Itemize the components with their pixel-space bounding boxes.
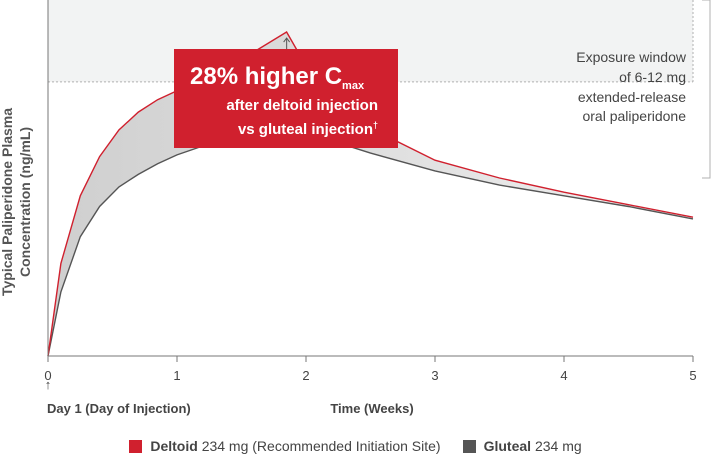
x-tick-label-1: 1 (173, 368, 180, 383)
legend-swatch-deltoid (129, 439, 143, 453)
legend-item-deltoid: Deltoid 234 mg (Recommended Initiation S… (129, 438, 441, 454)
legend-swatch-gluteal (462, 439, 476, 453)
exposure-window-text-1: Exposure window (576, 49, 687, 65)
legend: Deltoid 234 mg (Recommended Initiation S… (0, 438, 711, 454)
exposure-window-bracket (702, 0, 711, 179)
x-tick-label-2: 2 (302, 368, 309, 383)
x-axis-title: Time (Weeks) (330, 401, 413, 416)
callout-line-3: vs gluteal injection† (238, 120, 378, 138)
callout-headline: 28% higher Cmax (190, 63, 365, 92)
legend-detail-deltoid: 234 mg (Recommended Initiation Site) (201, 438, 441, 454)
x-origin-label: Day 1 (Day of Injection) (47, 401, 191, 416)
x-tick-label-4: 4 (560, 368, 567, 383)
y-axis-title-line-2: Concentration (ng/mL) (17, 127, 33, 277)
x-ticks: 0 1 2 3 4 5 (44, 356, 697, 383)
exposure-window-text-3: extended-release (578, 89, 686, 105)
callout: 28% higher Cmax after deltoid injection … (174, 49, 398, 148)
exposure-window-text-2: of 6-12 mg (619, 69, 686, 85)
day1-arrow: ↑ (45, 377, 52, 392)
callout-line-2: after deltoid injection (226, 97, 378, 114)
legend-detail-gluteal: 234 mg (534, 438, 582, 454)
x-tick-label-5: 5 (689, 368, 696, 383)
legend-item-gluteal: Gluteal 234 mg (462, 438, 582, 454)
legend-name-deltoid: Deltoid (150, 438, 198, 454)
x-tick-label-0: 0 (44, 368, 51, 383)
callout-box (174, 49, 398, 148)
exposure-window-text-4: oral paliperidone (582, 108, 686, 124)
y-axis-title-line-1: Typical Paliperidone Plasma (0, 108, 15, 296)
legend-name-gluteal: Gluteal (483, 438, 532, 454)
x-tick-label-3: 3 (431, 368, 438, 383)
